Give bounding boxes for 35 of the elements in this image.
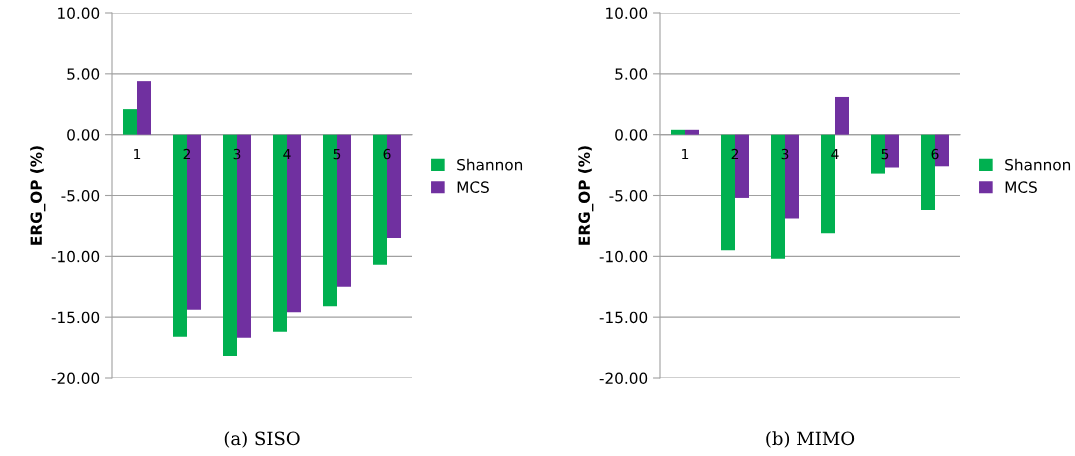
- x-tick-label: 1: [682, 148, 689, 160]
- y-tick-label: -15.00: [599, 311, 648, 324]
- y-axis-title: ERG_OP (%): [30, 146, 46, 245]
- y-tick-label: -10.00: [51, 250, 100, 263]
- bar: [835, 96, 849, 135]
- bar: [671, 129, 685, 135]
- bar: [137, 81, 151, 135]
- x-tick-label: 6: [383, 148, 391, 160]
- bar: [123, 109, 137, 135]
- y-tick-label: 5.00: [615, 68, 648, 80]
- y-tick-label: -15.00: [51, 311, 100, 324]
- y-tick-label: 0.00: [615, 129, 648, 141]
- y-axis-title: ERG_OP (%): [578, 146, 594, 245]
- x-tick-label: 1: [134, 148, 141, 160]
- legend-label: Shannon: [457, 158, 523, 171]
- x-tick-label: 4: [831, 148, 839, 160]
- y-tick-label: -5.00: [609, 189, 648, 202]
- y-tick-label: 5.00: [67, 68, 100, 80]
- x-tick-label: 6: [931, 148, 939, 160]
- legend-label: MCS: [1005, 181, 1037, 193]
- bar: [685, 129, 699, 135]
- legend-label: Shannon: [1005, 158, 1071, 171]
- y-tick-label: 10.00: [58, 7, 100, 20]
- x-tick-label: 3: [233, 148, 241, 160]
- y-tick-label: 0.00: [67, 129, 100, 141]
- legend-label: MCS: [457, 181, 489, 193]
- y-tick-label: 10.00: [606, 7, 648, 20]
- x-tick-label: 3: [781, 148, 789, 160]
- y-tick-label: -20.00: [599, 372, 648, 385]
- text: (a) SISO: [224, 431, 300, 448]
- text: (b) MIMO: [766, 431, 855, 448]
- y-tick-label: -20.00: [51, 372, 100, 385]
- y-tick-label: -5.00: [61, 189, 100, 202]
- y-tick-label: -10.00: [599, 250, 648, 263]
- x-tick-label: 4: [283, 148, 291, 160]
